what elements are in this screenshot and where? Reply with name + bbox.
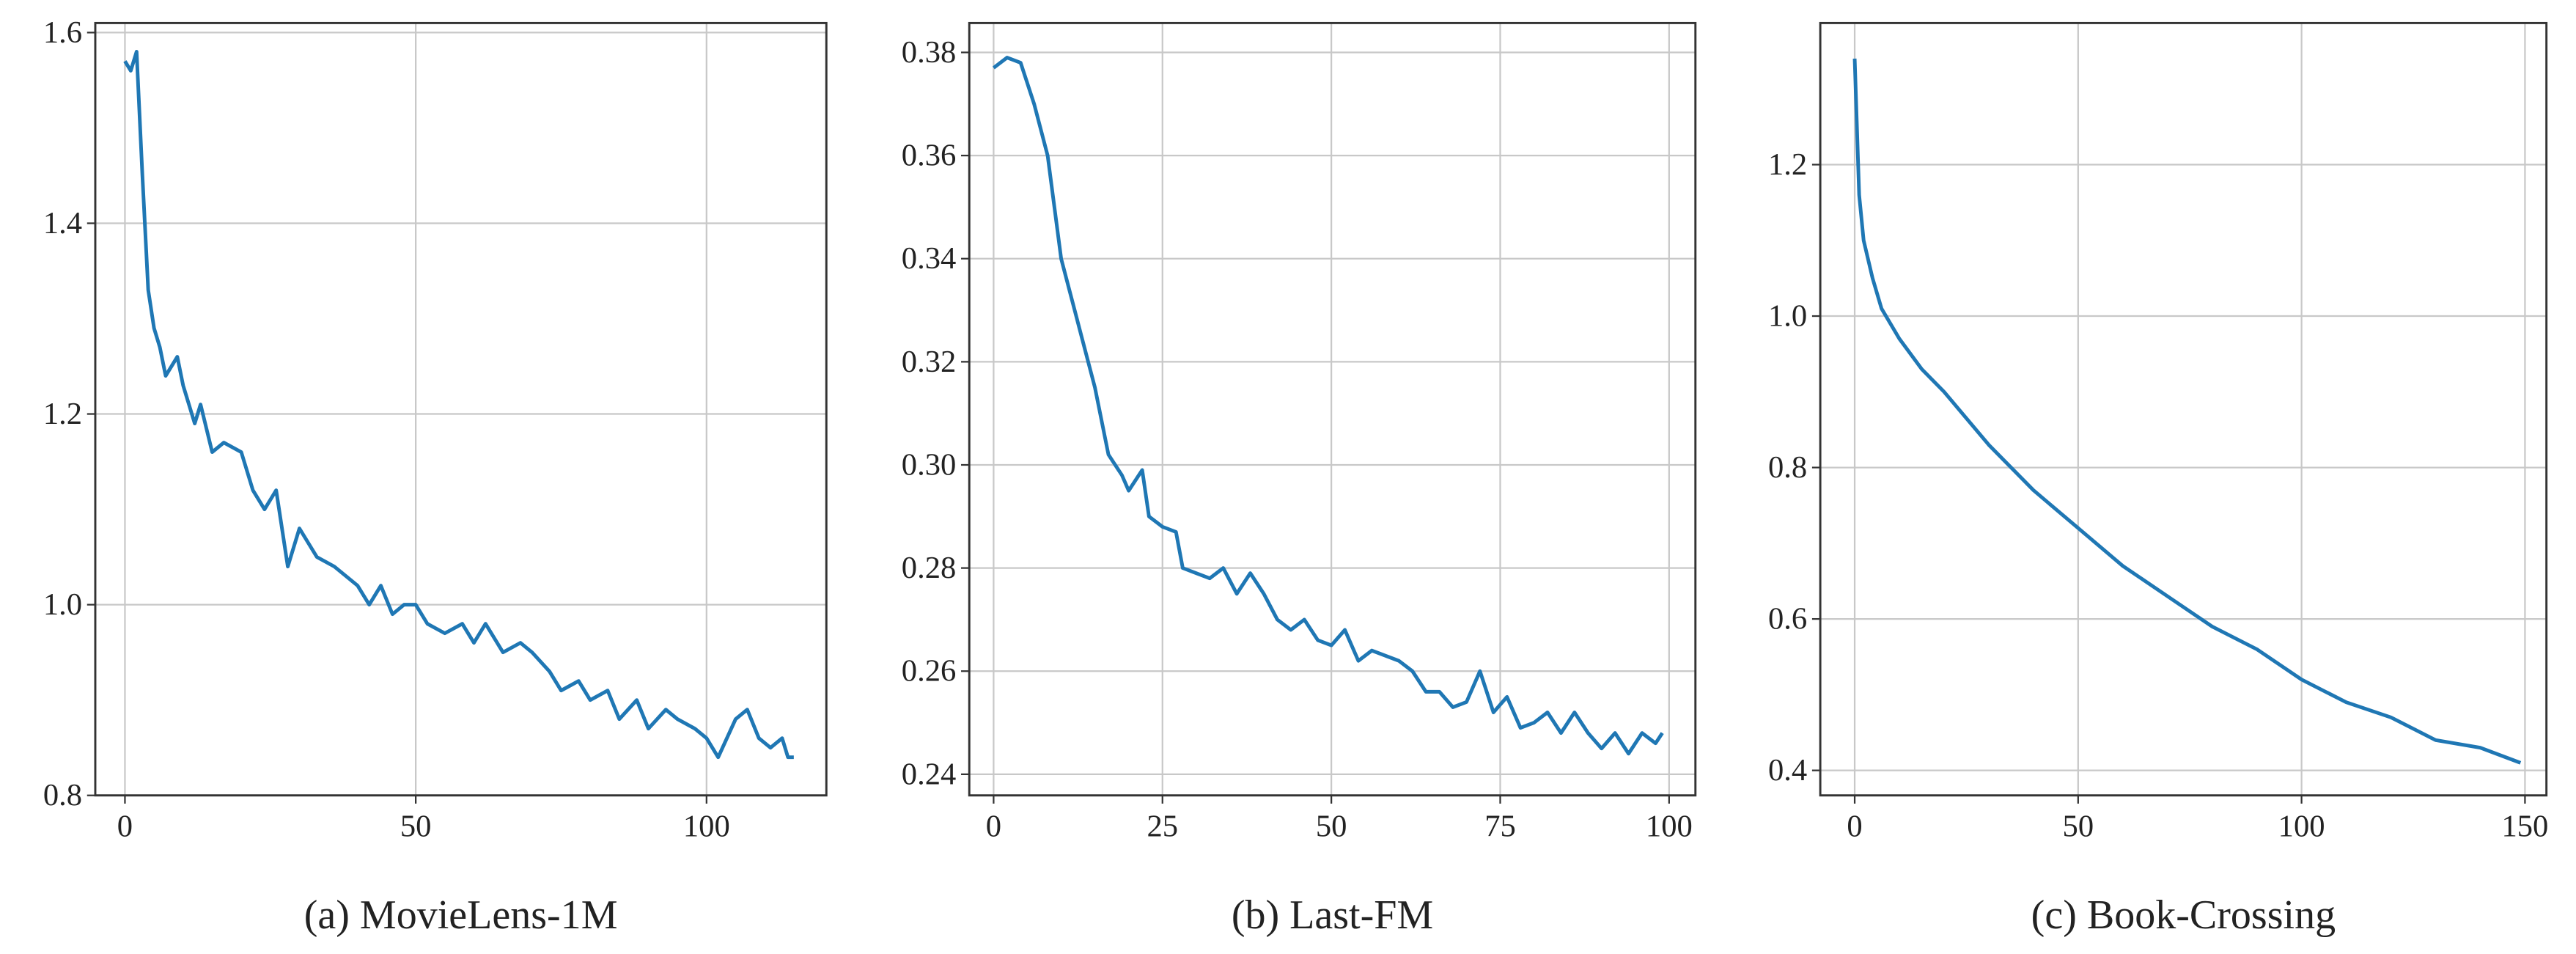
y-tick-label: 0.30 <box>902 447 957 482</box>
y-tick-label: 0.32 <box>902 345 957 379</box>
line-series <box>992 56 1664 756</box>
caption: (b) Last-FM <box>1232 892 1433 938</box>
x-tick-label: 100 <box>2278 810 2325 844</box>
x-tick-label: 50 <box>400 810 432 844</box>
y-tick-label: 0.26 <box>902 654 957 689</box>
x-tick-label: 100 <box>683 810 730 844</box>
caption: (a) MovieLens-1M <box>304 892 618 938</box>
y-tick-label: 0.28 <box>902 551 957 585</box>
line-series <box>123 49 794 760</box>
y-tick-label: 0.6 <box>1768 602 1807 636</box>
axes-frame <box>968 21 1697 797</box>
x-tick-label: 50 <box>2063 810 2094 844</box>
y-tick-label: 0.36 <box>902 139 957 173</box>
x-tick-label: 0 <box>117 810 133 844</box>
y-tick-label: 1.2 <box>1768 147 1807 182</box>
x-tick-label: 150 <box>2501 810 2548 844</box>
x-tick-label: 0 <box>1847 810 1862 844</box>
y-tick-label: 0.34 <box>902 241 957 276</box>
x-tick-label: 100 <box>1646 810 1693 844</box>
x-tick-label: 25 <box>1147 810 1178 844</box>
caption: (c) Book-Crossing <box>2031 892 2336 938</box>
y-tick-label: 0.8 <box>43 778 82 812</box>
x-tick-label: 0 <box>986 810 1001 844</box>
y-tick-label: 1.6 <box>43 15 82 50</box>
x-tick-label: 50 <box>1316 810 1347 844</box>
y-tick-label: 1.2 <box>43 397 82 431</box>
y-tick-label: 1.0 <box>43 587 82 622</box>
y-tick-label: 0.38 <box>902 35 957 70</box>
axes-frame <box>1819 21 2548 797</box>
axes-frame <box>94 21 828 797</box>
y-tick-label: 0.4 <box>1768 753 1807 788</box>
y-tick-label: 1.4 <box>43 206 82 241</box>
y-tick-label: 1.0 <box>1768 298 1807 333</box>
y-tick-label: 0.24 <box>902 757 957 791</box>
line-series <box>1852 58 2522 765</box>
y-tick-label: 0.8 <box>1768 450 1807 485</box>
x-tick-label: 75 <box>1484 810 1516 844</box>
